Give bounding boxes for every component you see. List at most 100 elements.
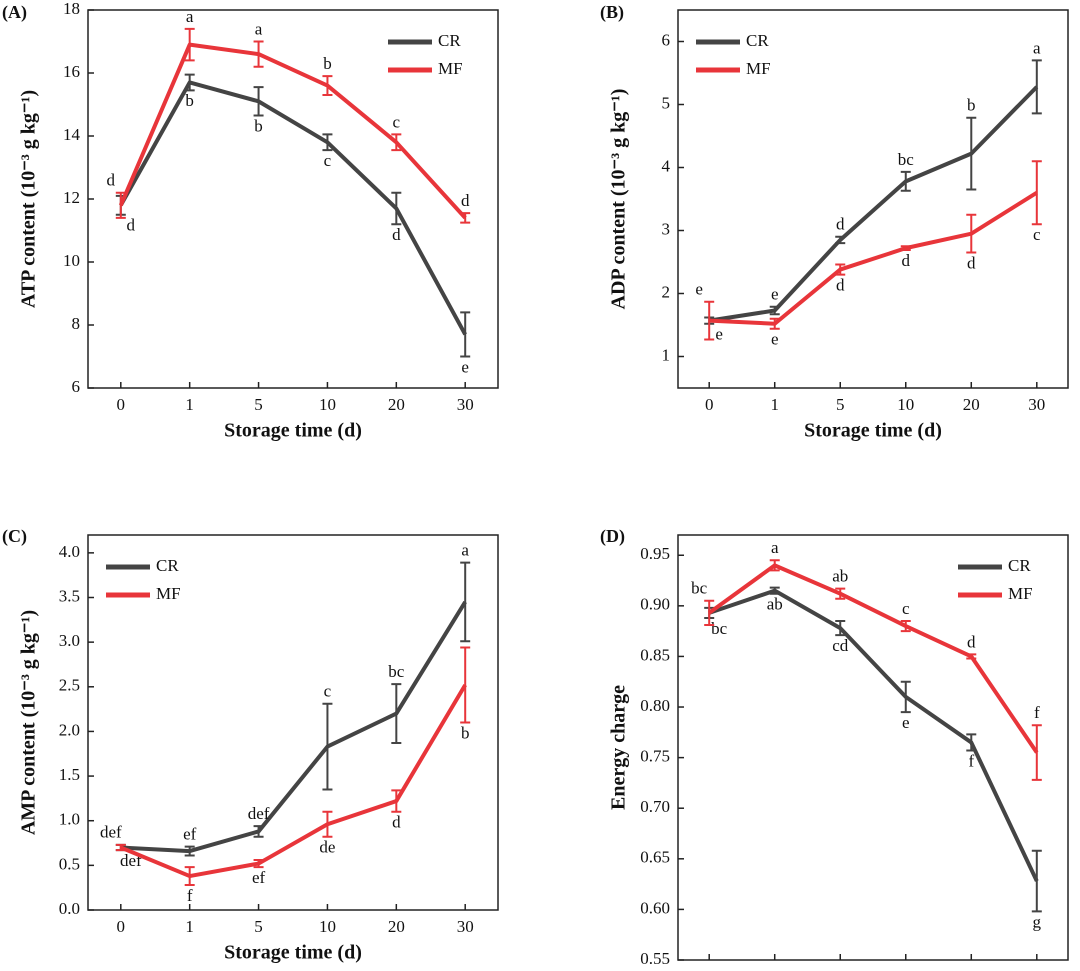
y-tick-label: 0.80 xyxy=(640,696,670,715)
error-bar xyxy=(900,620,911,633)
error-bar xyxy=(900,245,911,252)
error-bar xyxy=(460,212,471,224)
significance-letter: d xyxy=(392,225,401,244)
x-tick-label: 20 xyxy=(388,917,405,936)
significance-letter: b xyxy=(254,116,263,135)
significance-letter: def xyxy=(248,804,270,823)
x-tick-label: 20 xyxy=(388,395,405,414)
significance-letter: ef xyxy=(252,868,266,887)
error-bar xyxy=(1031,849,1042,913)
significance-letter: c xyxy=(902,599,910,618)
x-tick-label: 0 xyxy=(117,395,126,414)
x-tick-label: 30 xyxy=(457,395,474,414)
y-tick-label: 14 xyxy=(63,125,81,144)
panel-label: (B) xyxy=(600,2,624,23)
panel-label: (A) xyxy=(2,2,27,23)
y-tick-label: 0.65 xyxy=(640,848,670,867)
significance-letter: d xyxy=(836,215,845,234)
y-tick-label: 0.75 xyxy=(640,747,670,766)
error-bar xyxy=(769,305,780,316)
legend-label: MF xyxy=(1008,584,1033,603)
significance-letter: g xyxy=(1033,912,1042,931)
y-tick-label: 16 xyxy=(63,62,80,81)
x-tick-label: 30 xyxy=(1028,395,1045,414)
x-tick-label: 5 xyxy=(836,395,845,414)
y-tick-label: 12 xyxy=(63,188,80,207)
significance-letter: bc xyxy=(691,579,708,598)
y-tick-label: 0.90 xyxy=(640,595,670,614)
error-bar xyxy=(460,561,471,643)
x-axis-label: Storage time (d) xyxy=(224,942,362,964)
error-bar xyxy=(835,235,846,245)
error-bar xyxy=(391,683,402,745)
legend-label: CR xyxy=(1008,556,1031,575)
y-tick-label: 4 xyxy=(662,156,671,175)
series-line xyxy=(120,600,467,854)
error-bar xyxy=(184,845,195,857)
significance-letter: f xyxy=(968,751,974,770)
significance-letter: a xyxy=(461,541,469,560)
error-bar xyxy=(391,789,402,813)
significance-letter: de xyxy=(319,838,335,857)
y-tick-label: 0.60 xyxy=(640,898,670,917)
y-tick-label: 10 xyxy=(63,251,80,270)
error-bar xyxy=(115,843,126,852)
significance-letter: e xyxy=(461,357,469,376)
error-bar xyxy=(966,653,977,660)
y-tick-label: 4.0 xyxy=(59,542,80,561)
y-tick-label: 18 xyxy=(63,0,80,18)
error-bar xyxy=(184,27,195,62)
x-tick-label: 5 xyxy=(836,967,845,971)
error-bar xyxy=(253,86,264,117)
significance-letter: bc xyxy=(898,150,915,169)
error-bar xyxy=(966,116,977,191)
legend-label: MF xyxy=(438,59,463,78)
error-bar xyxy=(835,263,846,276)
significance-letter: d xyxy=(107,171,116,190)
significance-letter: a xyxy=(771,538,779,557)
plot-frame xyxy=(87,534,499,911)
x-tick-label: 1 xyxy=(770,395,779,414)
series-line xyxy=(120,683,467,879)
panel-label: (C) xyxy=(2,526,27,547)
legend-label: CR xyxy=(156,556,179,575)
error-bar xyxy=(391,133,402,152)
significance-letter: b xyxy=(185,91,194,110)
x-tick-label: 5 xyxy=(254,395,263,414)
error-bar xyxy=(769,317,780,330)
error-bar xyxy=(900,680,911,714)
plot-frame xyxy=(677,9,1069,389)
y-tick-label: 0.0 xyxy=(59,899,80,918)
error-bar xyxy=(322,75,333,97)
significance-letter: c xyxy=(324,682,332,701)
x-axis-label: Storage time (d) xyxy=(224,420,362,442)
series-line xyxy=(708,588,1039,882)
x-tick-label: 1 xyxy=(185,917,194,936)
legend-label: CR xyxy=(438,31,461,50)
series-line xyxy=(708,563,1039,754)
significance-letter: e xyxy=(695,280,703,299)
error-bar xyxy=(184,866,195,886)
error-bar xyxy=(966,213,977,254)
y-tick-label: 2.0 xyxy=(59,720,80,739)
y-tick-label: 1 xyxy=(662,345,671,364)
significance-letter: e xyxy=(902,713,910,732)
y-tick-label: 6 xyxy=(662,30,671,49)
legend-label: CR xyxy=(746,31,769,50)
y-tick-label: 1.5 xyxy=(59,765,80,784)
x-tick-label: 20 xyxy=(963,967,980,971)
y-tick-label: 3.0 xyxy=(59,631,80,650)
significance-letter: e xyxy=(771,285,779,304)
error-bar xyxy=(253,859,264,869)
x-tick-label: 0 xyxy=(117,917,126,936)
significance-letter: d xyxy=(127,216,136,235)
significance-letter: c xyxy=(1033,225,1041,244)
significance-letter: def xyxy=(100,823,122,842)
error-bar xyxy=(115,191,126,219)
error-bar xyxy=(835,587,846,600)
error-bar xyxy=(460,311,471,358)
x-tick-label: 30 xyxy=(1028,967,1045,971)
y-axis-label: AMP content (10⁻³ g kg⁻¹) xyxy=(18,610,40,835)
series-line xyxy=(708,85,1039,323)
